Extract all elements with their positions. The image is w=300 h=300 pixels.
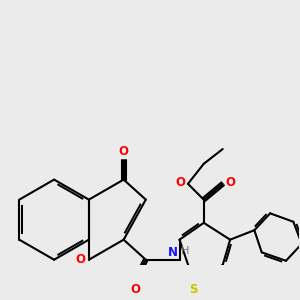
Text: O: O [75, 253, 85, 266]
Text: O: O [175, 176, 185, 189]
Text: O: O [226, 176, 236, 189]
Text: H: H [181, 246, 189, 256]
Text: S: S [189, 283, 197, 296]
Text: N: N [168, 246, 178, 259]
Text: O: O [119, 146, 129, 158]
Text: O: O [130, 283, 140, 296]
